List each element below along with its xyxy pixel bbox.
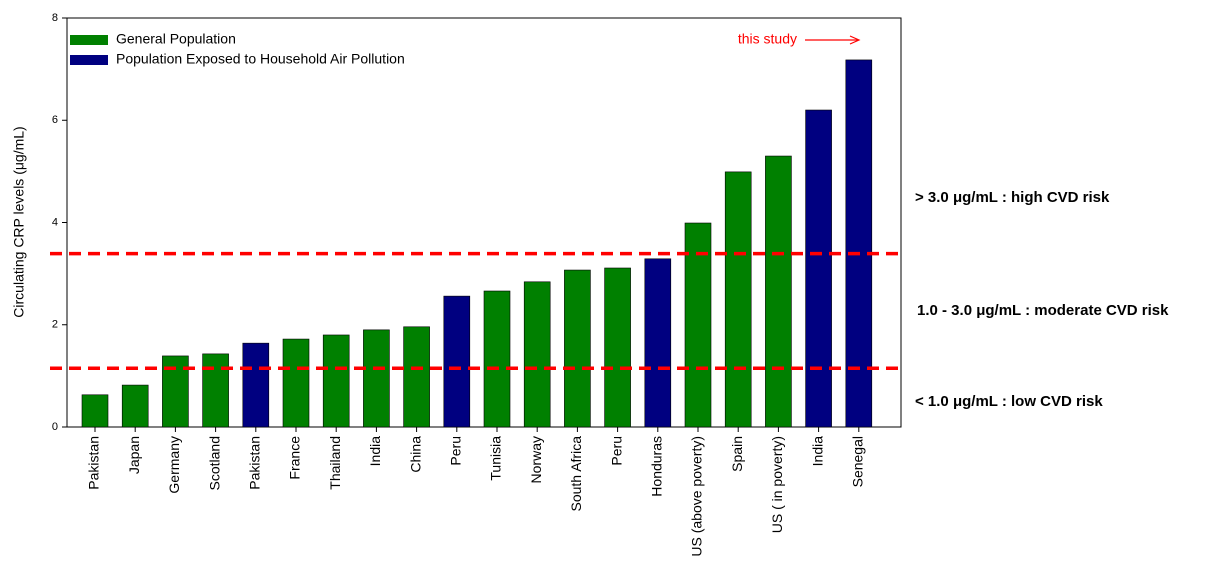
bar <box>403 326 430 428</box>
x-tick-label: Pakistan <box>86 436 102 490</box>
y-tick-label: 0 <box>52 421 58 433</box>
bar <box>604 267 631 428</box>
risk-label: 1.0 - 3.0 μg/mL : moderate CVD risk <box>917 302 1169 319</box>
x-tick-label: France <box>287 436 303 480</box>
x-tick-label: Scotland <box>206 436 222 490</box>
bar <box>845 59 873 428</box>
y-axis-label: Circulating CRP levels (μg/mL) <box>11 126 27 317</box>
bar <box>322 334 350 428</box>
y-tick-label: 2 <box>52 319 58 331</box>
x-tick-label: Pakistan <box>247 436 263 490</box>
bar <box>724 171 752 428</box>
x-tick-label: Thailand <box>327 436 343 490</box>
risk-label: > 3.0 μg/mL : high CVD risk <box>915 189 1110 206</box>
bar <box>282 338 310 428</box>
y-tick-label: 4 <box>52 216 58 228</box>
x-tick-label: South Africa <box>568 436 584 512</box>
x-tick-label: China <box>407 436 423 473</box>
x-tick-label: Norway <box>528 436 544 483</box>
y-tick-label: 6 <box>52 114 58 126</box>
legend-label: Population Exposed to Household Air Poll… <box>116 51 405 67</box>
legend-label: General Population <box>116 31 236 47</box>
x-tick-label: Honduras <box>649 436 665 497</box>
x-tick-label: Japan <box>126 436 142 474</box>
y-tick-label: 8 <box>52 12 58 24</box>
x-tick-label: US ( in poverty) <box>769 436 785 533</box>
bar <box>363 329 390 428</box>
x-tick-label: India <box>367 436 383 467</box>
x-tick-label: Peru <box>448 436 464 466</box>
x-tick-label: India <box>809 436 825 467</box>
bar <box>483 290 511 428</box>
bar <box>805 109 832 428</box>
bar <box>564 269 591 428</box>
bar <box>443 295 471 428</box>
x-tick-label: Senegal <box>850 436 866 487</box>
x-tick-label: Germany <box>166 436 182 494</box>
bar <box>523 281 551 428</box>
legend-swatch <box>70 55 108 65</box>
bar <box>644 258 672 428</box>
annotation-arrowhead <box>849 35 861 45</box>
x-tick-label: Tunisia <box>488 436 504 481</box>
annotation: this study <box>738 31 797 47</box>
x-tick-label: US (above poverty) <box>689 436 705 557</box>
x-tick-label: Spain <box>729 436 745 472</box>
bar <box>81 394 109 428</box>
bar <box>121 384 149 428</box>
bar <box>202 353 229 428</box>
bar <box>765 155 792 428</box>
bar <box>242 342 270 428</box>
x-tick-label: Peru <box>608 436 624 466</box>
bar <box>684 222 712 428</box>
legend-swatch <box>70 35 108 45</box>
risk-label: < 1.0 μg/mL : low CVD risk <box>915 393 1103 410</box>
